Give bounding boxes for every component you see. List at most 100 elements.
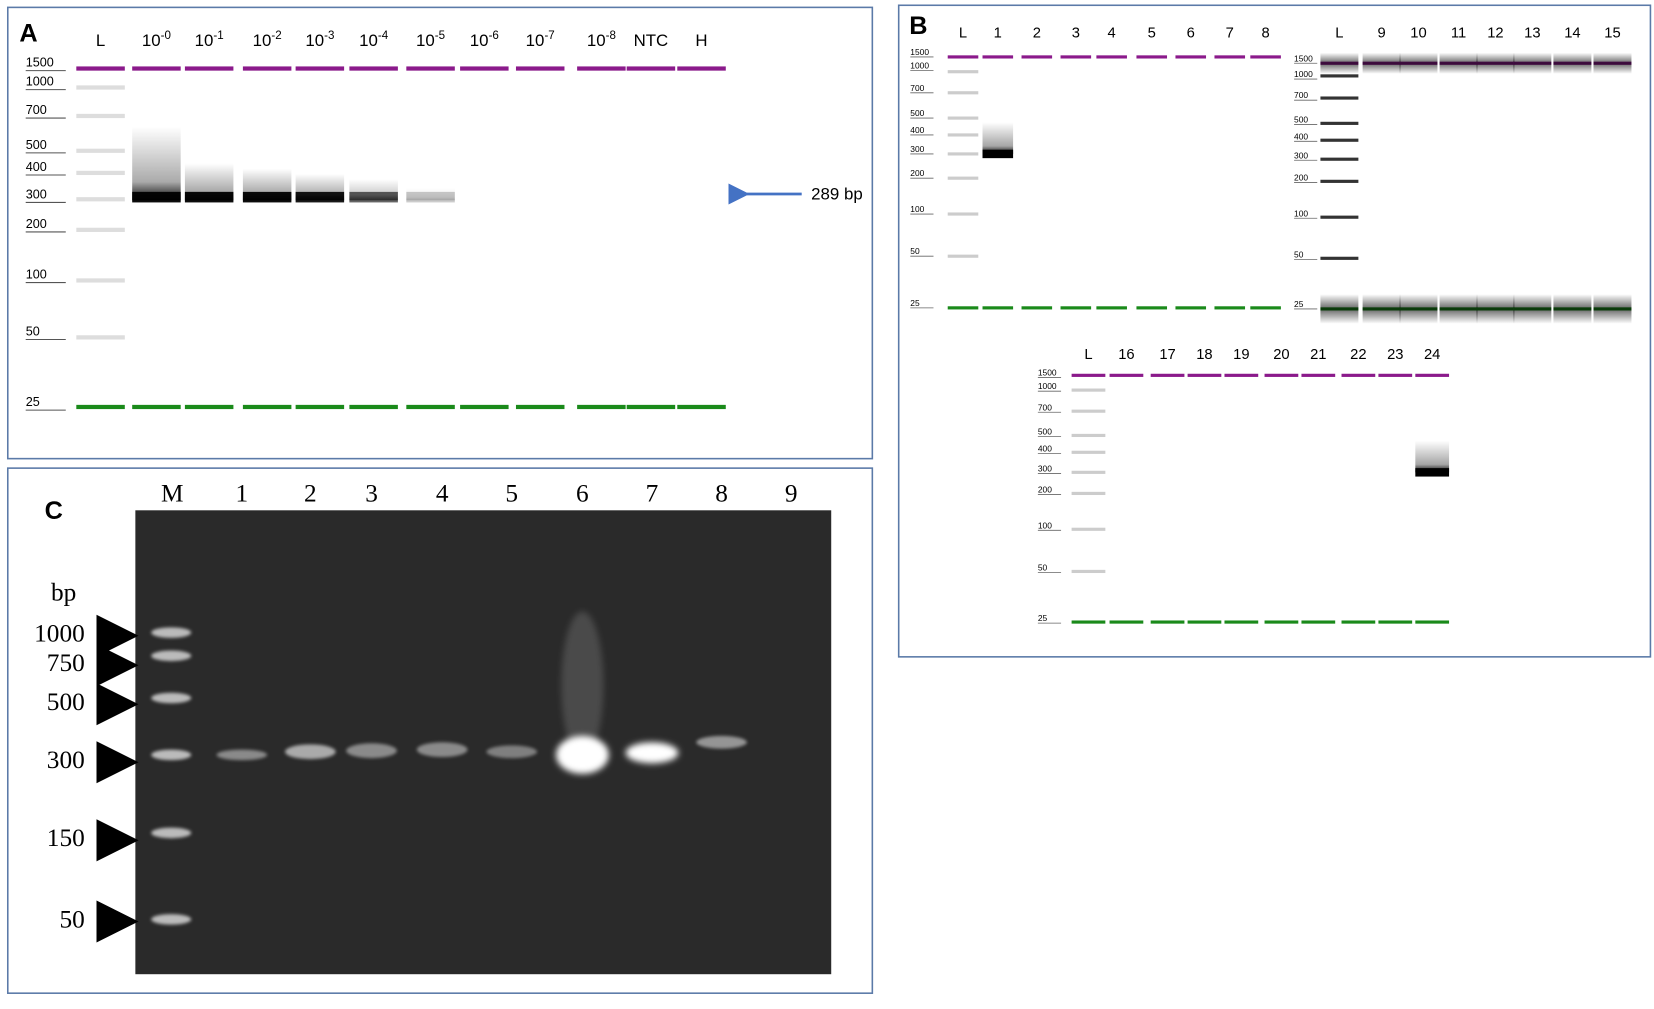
marker-band <box>677 404 726 410</box>
marker-band <box>460 66 509 71</box>
sample-band <box>556 735 609 774</box>
lane-label: 10-4 <box>359 30 389 51</box>
panel-label: B <box>909 12 927 40</box>
ladder-label: 400 <box>1294 131 1308 141</box>
sample-band <box>285 744 336 760</box>
marker-band <box>626 66 676 71</box>
lane-label: 4 <box>1108 26 1116 42</box>
marker-shade <box>1439 294 1478 324</box>
ladder-band <box>1071 491 1106 496</box>
ladder-band <box>1071 409 1106 413</box>
lane-label: 24 <box>1424 347 1440 363</box>
marker-shade <box>1593 294 1632 324</box>
marker-band <box>1187 620 1222 624</box>
marker-band <box>1071 620 1106 624</box>
lane-label: 1 <box>994 26 1002 42</box>
lane-label: 13 <box>1524 26 1540 42</box>
ladder-band <box>1320 96 1359 100</box>
marker-band <box>1187 373 1222 377</box>
lane-label-sup: -6 <box>489 30 499 42</box>
lane-label-text: 10 <box>526 32 545 51</box>
ladder-label: 500 <box>1294 114 1308 124</box>
ladder-label: 200 <box>910 168 924 178</box>
marker-band <box>1150 373 1185 377</box>
ladder-label: 1000 <box>910 61 929 71</box>
marker-band <box>184 404 234 410</box>
marker-shade <box>1513 52 1552 74</box>
marker-band <box>1214 55 1246 59</box>
marker-label: 300 <box>47 746 85 774</box>
sample-smear <box>982 122 1014 154</box>
marker-shade <box>1320 52 1359 74</box>
marker-band <box>1021 306 1053 310</box>
ladder-label: 400 <box>910 125 924 135</box>
lane-label: 8 <box>715 479 728 507</box>
panel-b-frame <box>897 4 1652 658</box>
ladder-label: 300 <box>1294 150 1308 160</box>
lane-label: 12 <box>1487 26 1503 42</box>
lane-label: 7 <box>1226 26 1234 42</box>
ladder-band <box>1071 569 1106 574</box>
lane-label: 10-6 <box>470 30 499 51</box>
sample-band <box>416 742 468 758</box>
lane-label: 23 <box>1387 347 1403 363</box>
sample-smear <box>561 611 604 760</box>
lane-label: 18 <box>1196 347 1212 363</box>
ladder-band <box>76 227 125 232</box>
sample-smear <box>132 126 181 201</box>
lane-label: L <box>1084 347 1092 363</box>
sample-band <box>295 191 345 203</box>
marker-band <box>406 66 455 71</box>
lane-label-sup: -2 <box>271 30 281 42</box>
marker-label: 50 <box>59 905 84 933</box>
ladder-label: 700 <box>910 83 924 93</box>
lane-label: 9 <box>1377 26 1385 42</box>
marker-shade <box>1362 294 1401 324</box>
marker-band <box>982 55 1014 59</box>
marker-band <box>406 404 455 410</box>
ladder-band <box>1071 433 1106 438</box>
marker-shade <box>1399 294 1438 324</box>
ladder-band <box>1071 527 1106 531</box>
ladder-band <box>947 133 979 137</box>
ladder-band <box>1071 450 1106 454</box>
ladder-band <box>947 176 979 180</box>
lane-label: 3 <box>365 479 378 507</box>
marker-band <box>349 404 398 410</box>
marker-band <box>1096 55 1127 59</box>
marker-band <box>577 404 626 410</box>
lane-label: 21 <box>1310 347 1326 363</box>
lane-label: 10-0 <box>142 30 171 51</box>
marker-band <box>1096 306 1127 310</box>
sample-band <box>982 149 1014 159</box>
panel-a-frame <box>6 6 874 460</box>
lane-label: L <box>959 26 967 42</box>
ladder-band <box>1320 74 1359 78</box>
sample-band <box>242 191 292 203</box>
marker-band <box>1109 620 1144 624</box>
ladder-band <box>1320 157 1359 161</box>
lane-label-text: 10 <box>587 32 606 51</box>
lane-label-sup: -8 <box>606 30 616 42</box>
sample-smear <box>1415 440 1450 473</box>
lane-label-text: 10 <box>305 32 324 51</box>
marker-shade <box>1362 52 1401 74</box>
lane-label: 17 <box>1159 347 1175 363</box>
lane-label-text: 10 <box>416 32 435 51</box>
ladder-label: 1500 <box>910 47 929 57</box>
sample-band <box>346 743 397 759</box>
marker-band <box>151 650 192 662</box>
ladder-label: 700 <box>1294 90 1308 100</box>
ladder-band <box>1320 121 1359 125</box>
ladder-label: 100 <box>910 204 924 214</box>
ladder-band <box>947 70 979 74</box>
lane-label: L <box>1335 26 1343 42</box>
marker-band <box>1150 620 1185 624</box>
marker-band <box>1378 373 1413 377</box>
marker-band <box>1250 55 1281 59</box>
lane-label: NTC <box>634 32 669 51</box>
ladder-label: 700 <box>1038 402 1052 412</box>
ladder-band <box>76 148 125 153</box>
ladder-label: 700 <box>26 103 47 117</box>
